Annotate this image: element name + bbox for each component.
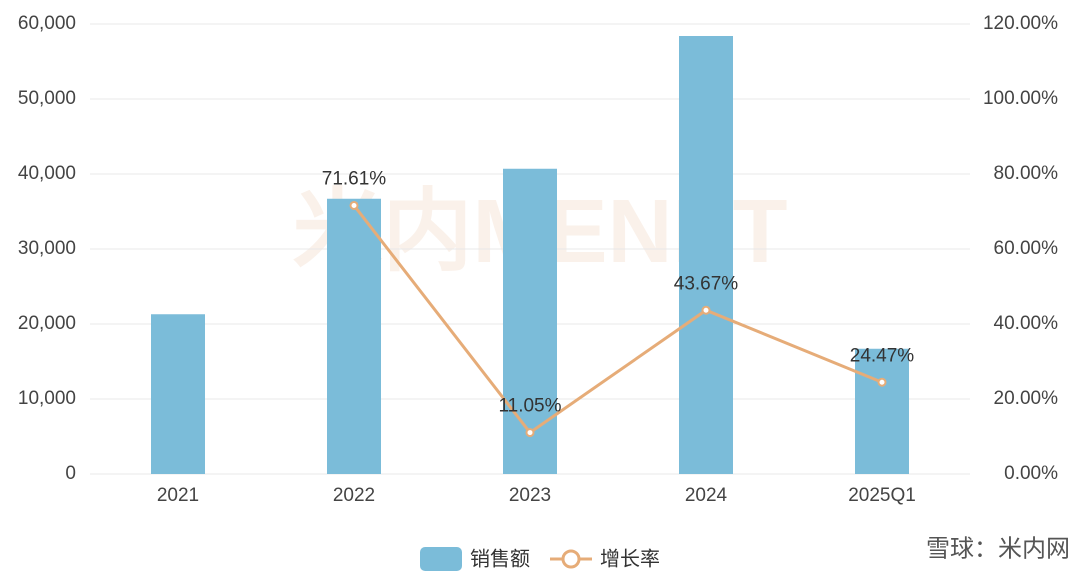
bar (151, 314, 205, 474)
bar (503, 168, 557, 474)
bar (327, 198, 381, 474)
legend-swatch (561, 549, 581, 569)
x-tick-label: 2021 (157, 485, 199, 506)
data-label: 43.67% (674, 273, 739, 294)
y-tick-label: 30,000 (18, 238, 76, 259)
line-point (877, 377, 887, 387)
y-tick-label: 10,000 (18, 388, 76, 409)
source-label: 雪球：米内网 (926, 535, 1070, 562)
legend-label: 销售额 (470, 547, 530, 570)
x-tick-label: 2022 (333, 485, 375, 506)
bar (679, 36, 733, 474)
line-point (701, 305, 711, 315)
line-point (525, 428, 535, 438)
y2-tick-label: 100.00% (983, 88, 1058, 109)
x-tick-label: 2024 (685, 485, 728, 506)
y-tick-label: 0 (65, 463, 76, 484)
y-tick-label: 40,000 (18, 163, 76, 184)
y2-tick-label: 40.00% (994, 313, 1059, 334)
y2-tick-label: 20.00% (994, 388, 1059, 409)
y2-tick-label: 0.00% (1004, 463, 1058, 484)
data-label: 24.47% (850, 345, 915, 366)
y-tick-label: 20,000 (18, 313, 76, 334)
y-tick-label: 50,000 (18, 88, 76, 109)
data-label: 71.61% (322, 168, 387, 189)
data-label: 11.05% (498, 396, 561, 417)
x-tick-label: 2023 (509, 485, 551, 506)
legend-label: 增长率 (600, 547, 660, 570)
y2-tick-label: 120.00% (983, 13, 1058, 34)
line (352, 204, 883, 435)
legend-swatch (420, 547, 462, 571)
y-tick-label: 60,000 (18, 13, 76, 34)
y2-tick-label: 60.00% (994, 238, 1059, 259)
y2-tick-label: 80.00% (994, 163, 1059, 184)
x-tick-label: 2025Q1 (848, 485, 916, 506)
line-point (349, 200, 359, 210)
bar (855, 348, 909, 474)
